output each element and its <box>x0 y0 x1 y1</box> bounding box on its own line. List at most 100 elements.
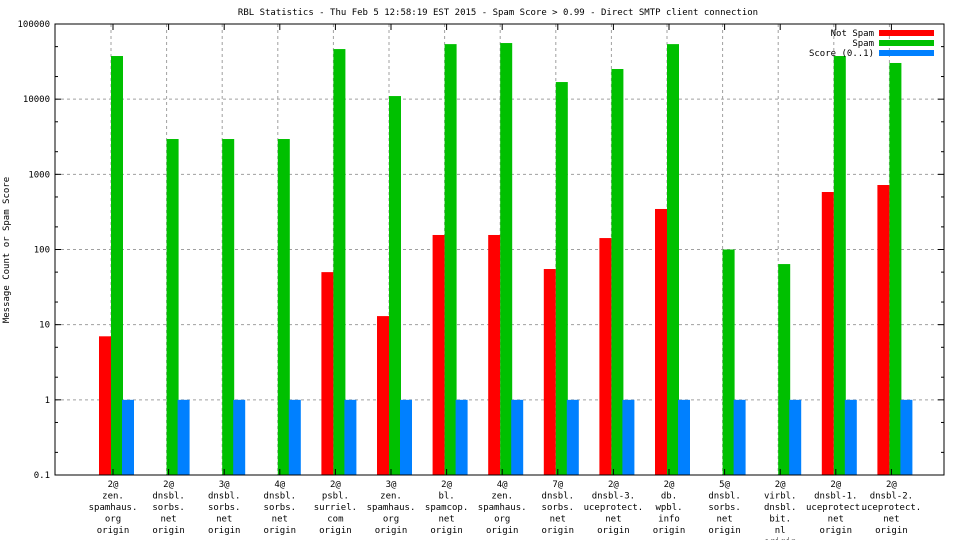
x-category-label-line: origin <box>597 526 630 536</box>
bar-not-spam <box>488 234 501 475</box>
bar-not-spam <box>432 234 445 475</box>
x-category-label: 2@ psbl. surriel. com origin <box>314 480 357 536</box>
bar-spam <box>500 43 513 475</box>
legend-label: Score (0..1) <box>809 49 874 59</box>
legend-swatch <box>879 50 934 56</box>
bar-not-spam <box>321 272 334 475</box>
y-axis-tick-labels: 0.1 1 10 100 1000 10000 100000 <box>17 20 50 481</box>
x-category-label-line: origin <box>430 526 463 536</box>
x-category-label-line: origin <box>820 526 853 536</box>
x-category-label-line: zen. <box>380 492 402 502</box>
y-tick-label: 100 <box>34 246 50 256</box>
x-category-label-line: org <box>383 515 399 525</box>
bar-score-0-1 <box>900 399 913 475</box>
x-category-label-line: sorbs. <box>708 503 741 513</box>
bar-score-0-1 <box>455 399 468 475</box>
bar-score-0-1 <box>344 399 357 475</box>
x-category-label: 2@ dnsbl-3. uceprotect. net origin <box>584 480 644 536</box>
x-category-label: 2@ bl. spamcop. net origin <box>425 480 468 536</box>
x-category-label-line: wpbl. <box>655 503 682 513</box>
x-category-label: 4@ dnsbl. sorbs. net origin <box>264 480 297 536</box>
bar-spam <box>111 56 123 476</box>
bar-spam <box>833 56 846 476</box>
x-category-label-line: sorbs. <box>152 503 185 513</box>
bars <box>99 43 913 476</box>
y-axis-label: Message Count or Spam Score <box>2 177 12 323</box>
bar-spam <box>889 62 902 475</box>
bar-score-0-1 <box>400 399 412 475</box>
x-category-label-line: origin <box>97 526 130 536</box>
y-tick-label: 1000 <box>28 170 50 180</box>
x-category-label-line: dnsbl. <box>264 492 297 502</box>
x-category-label-line: 2@ <box>886 480 897 490</box>
legend-label: Not Spam <box>831 29 874 39</box>
y-tick-label: 10000 <box>23 95 50 105</box>
bar-not-spam <box>599 238 612 475</box>
bar-spam <box>166 139 179 475</box>
x-category-label-line: nl <box>775 526 786 536</box>
x-category-label-line: 2@ <box>163 480 174 490</box>
x-category-label-line: dnsbl. <box>542 492 575 502</box>
x-category-label: 2@ dnsbl-1. uceprotect. net origin <box>806 480 866 536</box>
legend-label: Spam <box>852 39 874 49</box>
x-category-label-line: spamhaus. <box>367 503 416 513</box>
bar-not-spam <box>543 269 556 475</box>
x-category-label-line: psbl. <box>322 492 349 502</box>
x-category-label-line: origin <box>208 526 241 536</box>
x-category-label-line: origin <box>319 526 352 536</box>
x-category-label-line: 2@ <box>441 480 452 490</box>
bar-spam <box>667 44 679 475</box>
x-category-label-line: net <box>716 515 732 525</box>
x-category-label-line: origin <box>875 526 908 536</box>
x-category-label: 4@ zen. spamhaus. org origin <box>478 480 527 536</box>
x-category-label-line: uceprotect. <box>862 503 922 513</box>
x-category-label-line: net <box>883 515 899 525</box>
x-category-label-line: net <box>160 515 176 525</box>
x-category-label-line: origin <box>542 526 575 536</box>
x-category-label-line: spamhaus. <box>89 503 138 513</box>
bar-score-0-1 <box>566 399 579 475</box>
x-category-label-line: net <box>272 515 288 525</box>
x-category-label-line: com <box>327 515 343 525</box>
bar-score-0-1 <box>678 399 690 475</box>
x-category-label-line: dnsbl-2. <box>870 492 913 502</box>
bar-score-0-1 <box>622 399 635 475</box>
x-category-label-line: zen. <box>491 492 513 502</box>
x-category-label: 2@ db. wpbl. info origin <box>653 480 686 536</box>
x-category-label: 2@ zen. spamhaus. org origin <box>89 480 138 536</box>
x-category-label-line: dnsbl-3. <box>592 492 635 502</box>
x-category-label-line: info <box>658 515 680 525</box>
bar-spam <box>222 139 235 475</box>
bar-spam <box>555 82 568 476</box>
x-category-label-line: 4@ <box>274 480 285 490</box>
x-category-label-line: 7@ <box>552 480 563 490</box>
x-category-label-line: sorbs. <box>542 503 575 513</box>
x-category-label: 5@ dnsbl. sorbs. net origin <box>708 480 741 536</box>
bar-spam <box>722 249 735 475</box>
y-tick-label: 1 <box>45 396 50 406</box>
bar-spam <box>333 49 346 475</box>
x-category-label: 2@ dnsbl. sorbs. net origin <box>152 480 185 536</box>
chart-title: RBL Statistics - Thu Feb 5 12:58:19 EST … <box>238 8 758 18</box>
axis-ticks <box>55 23 944 476</box>
bar-score-0-1 <box>122 399 134 475</box>
x-category-label-line: sorbs. <box>264 503 297 513</box>
x-category-label: 2@ dnsbl-2. uceprotect. net origin <box>862 480 922 536</box>
legend-swatch <box>879 30 934 36</box>
y-tick-label: 100000 <box>17 20 50 30</box>
bar-score-0-1 <box>288 399 301 475</box>
x-category-label-line: origin <box>653 526 686 536</box>
x-category-label-line: origin <box>375 526 408 536</box>
bar-spam <box>389 96 401 476</box>
x-category-label-line: spamcop. <box>425 503 468 513</box>
bar-spam <box>277 139 290 475</box>
bar-score-0-1 <box>177 399 190 475</box>
bar-not-spam <box>377 316 389 475</box>
bar-score-0-1 <box>511 399 524 475</box>
x-category-label-line: dnsbl. <box>764 503 797 513</box>
bar-spam <box>778 264 791 475</box>
x-category-label-line: origin <box>764 538 797 540</box>
x-category-label-line: 5@ <box>719 480 730 490</box>
